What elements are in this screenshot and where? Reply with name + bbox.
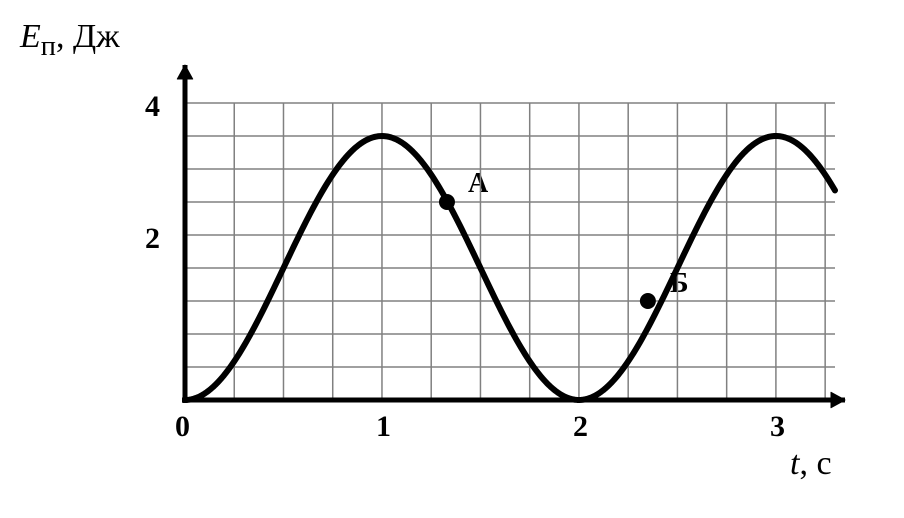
- energy-chart: Eп, Дж t, с 4 2 0 1 2 3 А Б: [0, 0, 904, 518]
- chart-svg: [0, 0, 904, 518]
